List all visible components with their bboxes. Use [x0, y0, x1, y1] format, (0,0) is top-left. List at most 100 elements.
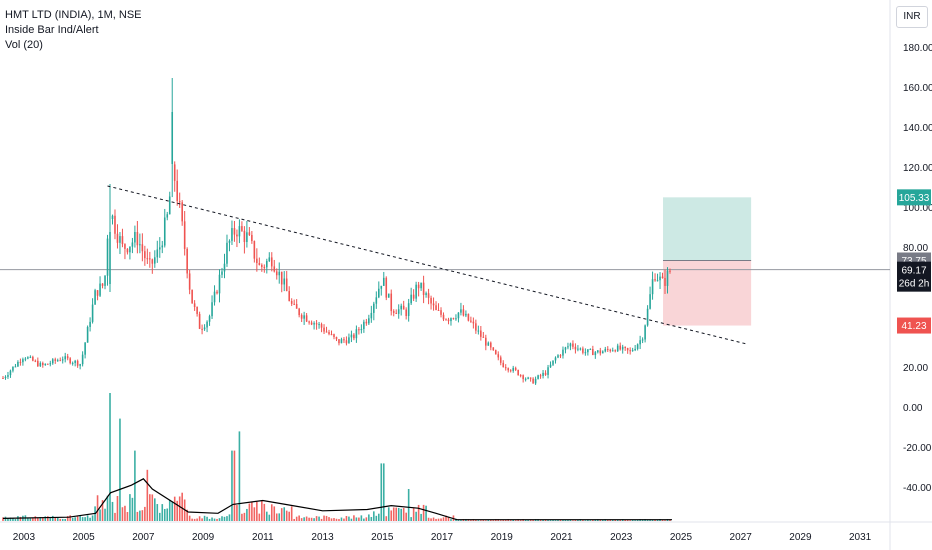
candle-body	[395, 312, 398, 314]
volume-bar	[527, 519, 529, 521]
time-tick-label: 2027	[730, 532, 753, 543]
candle	[477, 325, 480, 335]
candle	[24, 357, 27, 362]
volume-bar	[188, 515, 191, 521]
volume-bar	[348, 516, 350, 521]
volume-bar	[629, 520, 631, 521]
volume-bar	[39, 516, 42, 521]
candle	[290, 298, 293, 307]
candle	[213, 285, 216, 306]
candle-body	[251, 234, 253, 242]
candle	[527, 376, 529, 380]
dashed-trendline[interactable]	[107, 185, 747, 345]
profit-zone[interactable]	[663, 197, 752, 261]
candle-body	[37, 360, 39, 367]
candle	[611, 347, 614, 352]
long-position-tool[interactable]	[663, 197, 752, 326]
candle	[76, 359, 79, 368]
volume-bar	[64, 518, 67, 521]
time-tick-label: 2011	[252, 532, 274, 543]
time-tick-label: 2013	[311, 532, 334, 543]
candle	[624, 346, 626, 351]
candle	[236, 229, 238, 248]
candle	[193, 300, 196, 311]
candle-body	[12, 366, 14, 371]
candle-body	[482, 336, 485, 338]
candle	[74, 359, 76, 367]
candle-body	[69, 358, 71, 364]
candle	[554, 356, 557, 364]
volume-bar	[109, 393, 111, 521]
time-axis[interactable]: 2003 2005 2007 2009 2011 2013 2015 2017 2019 2021…	[13, 532, 872, 543]
candle	[156, 240, 159, 263]
volume-ma-line	[2, 478, 672, 521]
volume-bar	[251, 502, 253, 521]
volume-bar	[116, 496, 119, 521]
candle	[109, 184, 111, 292]
candle	[253, 240, 256, 263]
target-price-badge-text: 105.33	[899, 193, 930, 204]
volume-bar	[76, 516, 79, 521]
candle-body	[141, 244, 144, 252]
candle-body	[228, 240, 231, 243]
volume-bar	[178, 496, 181, 521]
candle	[29, 355, 32, 359]
currency-button[interactable]: INR	[896, 6, 928, 28]
candle-body	[666, 270, 669, 286]
candle	[46, 363, 49, 365]
candle	[539, 373, 542, 379]
candle	[211, 295, 213, 319]
candle-body	[104, 275, 106, 286]
candle	[358, 327, 360, 335]
candle	[238, 219, 241, 244]
candle	[19, 358, 22, 366]
candle	[482, 331, 485, 338]
candle-body	[236, 234, 238, 237]
candle-body	[121, 236, 124, 245]
candle-body	[499, 357, 502, 363]
candle	[582, 346, 584, 355]
volume-bar	[435, 518, 437, 521]
candle	[183, 211, 186, 256]
candle	[318, 321, 320, 329]
candle-body	[669, 270, 671, 272]
indicator-volume[interactable]: Vol (20)	[5, 39, 43, 51]
indicator-inside-bar[interactable]: Inside Bar Ind/Alert	[5, 24, 99, 36]
candle	[370, 305, 373, 323]
candle	[256, 248, 258, 272]
volume-bar	[626, 519, 629, 521]
volume-bar	[485, 520, 487, 521]
candle	[604, 346, 607, 353]
trendline[interactable]	[107, 185, 747, 345]
candle	[502, 360, 505, 368]
candle-body	[534, 378, 537, 384]
volume-bar	[363, 518, 365, 521]
symbol-title[interactable]: HMT LTD (INDIA), 1M, NSE	[5, 9, 142, 21]
candle	[373, 301, 375, 321]
volume-bar	[385, 516, 388, 521]
volume-bar	[236, 505, 238, 521]
candle	[470, 316, 472, 323]
loss-zone[interactable]	[663, 260, 752, 326]
volume-bar	[71, 517, 74, 521]
candle-body	[56, 360, 59, 362]
candle	[621, 344, 624, 354]
candle	[427, 288, 430, 305]
volume-bar	[161, 504, 164, 521]
candle-body	[79, 364, 81, 366]
candle-body	[592, 349, 594, 356]
candle	[273, 259, 276, 273]
candle-body	[368, 318, 370, 324]
candle-body	[485, 337, 487, 346]
candle-body	[74, 360, 76, 363]
volume-bar	[330, 518, 333, 521]
volume-bar	[258, 513, 261, 521]
candle-body	[452, 318, 455, 320]
candle	[248, 227, 251, 237]
volume-bar	[415, 511, 417, 521]
candle	[529, 377, 532, 382]
candle-body	[507, 368, 510, 371]
candle-body	[338, 339, 340, 344]
volume-bar	[280, 508, 283, 521]
